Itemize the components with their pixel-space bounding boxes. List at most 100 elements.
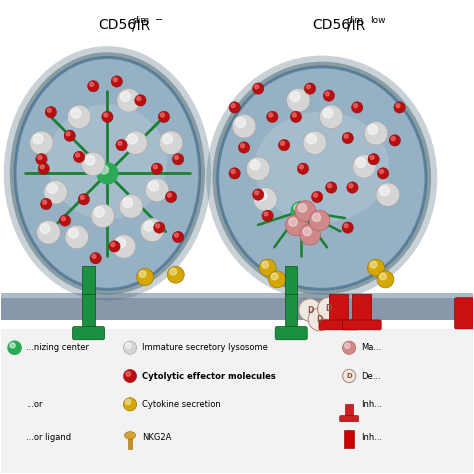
Ellipse shape <box>218 67 426 289</box>
Circle shape <box>97 163 118 184</box>
Text: D: D <box>307 306 313 315</box>
Bar <box>285 294 297 330</box>
Circle shape <box>289 218 297 226</box>
Ellipse shape <box>255 112 389 222</box>
Circle shape <box>343 341 356 355</box>
Circle shape <box>82 152 105 176</box>
Circle shape <box>304 83 316 94</box>
Text: Immature secretory lysosome: Immature secretory lysosome <box>142 343 268 352</box>
Text: /IR: /IR <box>347 18 365 32</box>
Circle shape <box>253 189 264 200</box>
Ellipse shape <box>206 55 438 301</box>
Text: −: − <box>155 15 164 25</box>
Circle shape <box>297 163 309 174</box>
FancyBboxPatch shape <box>275 327 307 340</box>
Circle shape <box>364 121 388 145</box>
FancyBboxPatch shape <box>455 298 474 329</box>
Circle shape <box>163 134 173 144</box>
Circle shape <box>144 221 154 231</box>
Circle shape <box>343 369 356 383</box>
Circle shape <box>313 193 318 197</box>
Circle shape <box>73 151 85 163</box>
Circle shape <box>353 155 376 178</box>
Circle shape <box>154 222 165 233</box>
Circle shape <box>118 141 122 146</box>
Circle shape <box>323 108 333 118</box>
Circle shape <box>299 299 321 321</box>
Circle shape <box>342 222 354 233</box>
Circle shape <box>319 105 343 128</box>
Circle shape <box>104 113 108 117</box>
Circle shape <box>278 139 290 151</box>
Circle shape <box>262 210 273 221</box>
Circle shape <box>145 178 169 201</box>
Circle shape <box>255 85 259 89</box>
Circle shape <box>120 91 130 101</box>
Circle shape <box>44 181 67 204</box>
Circle shape <box>119 195 143 218</box>
Circle shape <box>64 130 75 141</box>
Circle shape <box>116 237 126 247</box>
Circle shape <box>8 341 21 355</box>
Circle shape <box>40 198 52 210</box>
Circle shape <box>294 204 301 211</box>
Bar <box>1 329 473 473</box>
Circle shape <box>126 343 131 348</box>
Circle shape <box>290 91 300 101</box>
FancyBboxPatch shape <box>73 327 105 340</box>
Circle shape <box>116 139 127 151</box>
Circle shape <box>124 131 147 155</box>
Circle shape <box>396 104 400 108</box>
Circle shape <box>300 165 303 169</box>
Circle shape <box>368 154 379 165</box>
Circle shape <box>254 188 277 211</box>
Circle shape <box>380 186 390 196</box>
Circle shape <box>240 144 245 147</box>
Circle shape <box>255 191 259 195</box>
Circle shape <box>377 168 389 179</box>
Circle shape <box>151 163 163 174</box>
Text: dim: dim <box>132 16 149 25</box>
Circle shape <box>286 89 310 112</box>
Circle shape <box>303 131 327 155</box>
Circle shape <box>167 193 172 197</box>
Circle shape <box>368 125 378 135</box>
Circle shape <box>10 343 15 348</box>
Circle shape <box>66 132 70 136</box>
Circle shape <box>137 97 141 100</box>
Circle shape <box>231 104 235 108</box>
Circle shape <box>269 271 285 288</box>
Text: /IR: /IR <box>132 18 151 32</box>
Circle shape <box>300 224 320 245</box>
Circle shape <box>65 225 89 249</box>
Circle shape <box>59 215 71 226</box>
Circle shape <box>267 111 278 122</box>
Circle shape <box>308 308 331 331</box>
Circle shape <box>38 155 42 159</box>
Circle shape <box>328 184 332 188</box>
Circle shape <box>370 261 377 268</box>
Circle shape <box>229 102 240 113</box>
Circle shape <box>45 107 56 118</box>
Circle shape <box>345 343 350 348</box>
Circle shape <box>40 165 44 169</box>
Circle shape <box>380 170 383 173</box>
Circle shape <box>139 271 146 277</box>
Circle shape <box>90 82 94 86</box>
Circle shape <box>326 182 337 193</box>
FancyBboxPatch shape <box>340 416 358 422</box>
Circle shape <box>377 271 394 288</box>
Circle shape <box>111 76 122 87</box>
Circle shape <box>347 182 358 193</box>
Circle shape <box>344 224 348 228</box>
Circle shape <box>69 228 78 238</box>
Circle shape <box>75 153 80 157</box>
Circle shape <box>90 253 101 264</box>
Circle shape <box>312 213 321 221</box>
Circle shape <box>262 261 268 268</box>
Circle shape <box>174 233 179 237</box>
Circle shape <box>271 273 278 280</box>
Ellipse shape <box>10 52 205 294</box>
Circle shape <box>307 134 317 144</box>
Circle shape <box>238 142 250 153</box>
